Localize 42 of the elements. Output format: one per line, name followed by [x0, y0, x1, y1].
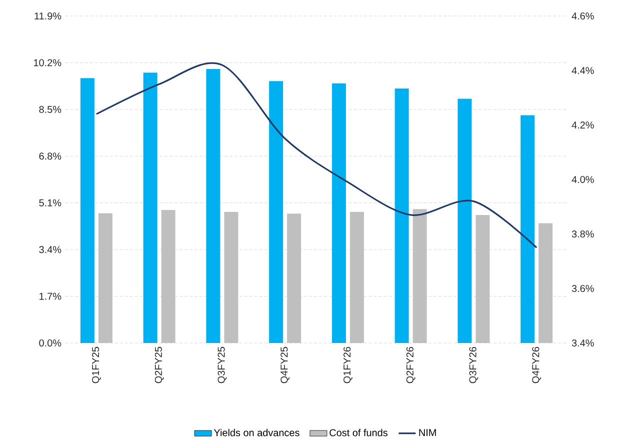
x-tick-label: Q4FY26: [532, 346, 541, 384]
bar: [98, 213, 112, 343]
bar: [161, 210, 176, 343]
x-tick-label: Q2FY26: [406, 346, 416, 384]
bar: [458, 98, 472, 343]
bar: [269, 81, 284, 343]
bar: [143, 72, 158, 343]
x-tick-label: Q3FY26: [469, 346, 478, 384]
bar: [332, 83, 346, 343]
bar: [224, 212, 238, 343]
y2-tick-label: 4.0%: [572, 176, 594, 184]
y-tick-label: 0.0%: [39, 339, 62, 347]
y-tick-label: 1.7%: [40, 292, 62, 300]
y-tick-label: 10.2%: [34, 59, 62, 66]
bar: [538, 223, 553, 343]
y2-tick-label: 4.4%: [572, 67, 594, 74]
x-tick-label: Q1FY26: [344, 346, 352, 384]
y-tick-label: 3.4%: [39, 246, 62, 254]
y-tick-label: 11.9%: [34, 12, 62, 20]
y2-tick-label: 4.6%: [572, 12, 594, 20]
y-tick-label: 5.1%: [39, 199, 62, 206]
bar: [520, 115, 535, 343]
legend-label: NIM: [419, 429, 436, 436]
y2-tick-label: 4.2%: [572, 121, 594, 129]
y2-tick-label: 3.4%: [572, 339, 594, 347]
bar: [394, 88, 409, 343]
x-tick-label: Q4FY25: [280, 346, 290, 384]
legend-label: Yields on advances: [214, 428, 300, 436]
y-tick-label: 6.8%: [39, 152, 62, 160]
x-tick-label: Q3FY25: [218, 346, 227, 384]
y-tick-label: 8.5%: [39, 106, 62, 113]
x-tick-label: Q2FY25: [154, 346, 164, 384]
x-tick-label: Q1FY25: [92, 346, 101, 384]
bar: [206, 69, 220, 343]
bar: [287, 214, 302, 343]
bar: [350, 212, 364, 343]
y2-tick-label: 3.6%: [572, 284, 594, 292]
y2-tick-label: 3.8%: [572, 230, 594, 238]
legend-label: Cost of funds: [330, 428, 388, 436]
bar: [80, 78, 94, 343]
bar: [412, 209, 427, 343]
bar: [476, 214, 490, 343]
